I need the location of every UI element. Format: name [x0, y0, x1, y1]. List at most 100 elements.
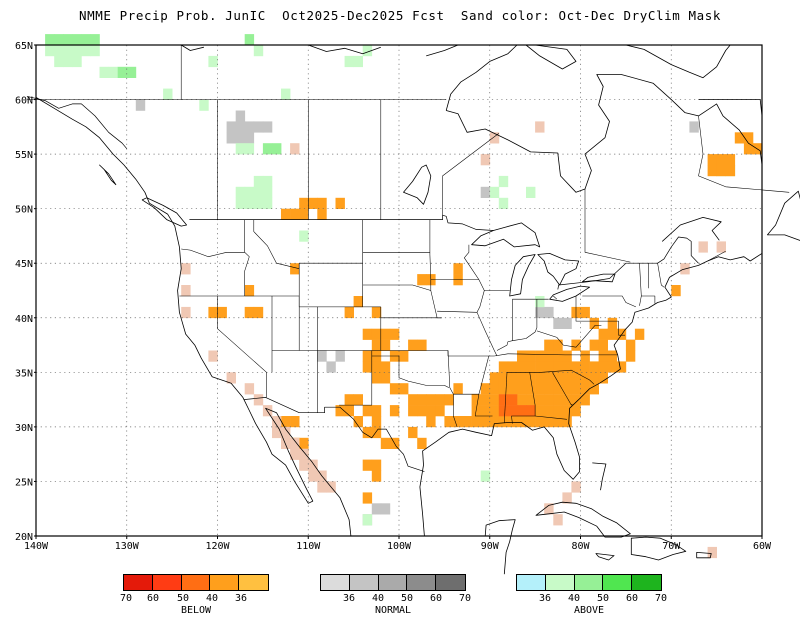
- longitude-label: 120W: [205, 541, 230, 552]
- legend-normal-tick: 36: [342, 593, 356, 604]
- normal-probability-cell: [544, 306, 554, 319]
- legend-above-tick: 40: [567, 593, 581, 604]
- below-probability-cell: [571, 372, 581, 384]
- above-probability-cell: [253, 197, 264, 209]
- below-probability-cell: [562, 405, 572, 417]
- below-probability-cell: [335, 405, 345, 417]
- below-probability-cell: [589, 317, 599, 329]
- above-probability-cell: [72, 34, 82, 46]
- below-probability-cell: [580, 361, 590, 373]
- state-border-29: [512, 299, 538, 341]
- state-border-11: [339, 350, 373, 406]
- below-probability-cell: [517, 383, 527, 395]
- below-probability-cell: [290, 416, 300, 428]
- above-probability-cell: [63, 34, 73, 46]
- below-probability-cell: [380, 339, 391, 351]
- below-probability-cell: [544, 416, 554, 428]
- below-probability-cell: [399, 383, 409, 395]
- above-probability-cell: [244, 186, 255, 198]
- mask-probability-cell: [272, 426, 282, 439]
- below-probability-cell: [426, 405, 436, 417]
- below-probability-cell: [589, 383, 599, 395]
- below-probability-cell: [625, 350, 636, 362]
- below-probability-cell: [535, 383, 545, 395]
- above-probability-cell: [90, 34, 100, 46]
- below-probability-cell: [562, 383, 572, 395]
- below-probability-cell: [417, 437, 427, 449]
- below-probability-cell: [471, 416, 481, 428]
- below-probability-cell: [444, 394, 454, 406]
- below-probability-cell: [389, 383, 400, 395]
- legend-normal-swatch: [349, 575, 379, 590]
- legend-above-swatch: [574, 575, 604, 590]
- below-probability-cell: [480, 416, 491, 428]
- latitude-label: 35N: [15, 368, 33, 379]
- mask-probability-cell: [544, 503, 554, 515]
- below-probability-cell: [507, 383, 518, 395]
- below-probability-cell: [362, 405, 373, 417]
- below-probability-cell: [244, 285, 255, 297]
- below-probability-cell: [526, 350, 536, 362]
- below-probability-cell: [535, 405, 545, 417]
- mask-probability-cell: [290, 448, 300, 460]
- below-probability-cell: [607, 317, 618, 329]
- below-probability-cell: [353, 394, 363, 406]
- normal-probability-cell: [226, 132, 236, 144]
- below-probability-cell: [353, 416, 363, 428]
- below-probability-cell: [435, 405, 445, 417]
- above-probability-cell: [54, 34, 64, 46]
- below-probability-cell: [535, 350, 545, 362]
- below-probability-cell: [544, 405, 554, 417]
- normal-probability-cell: [335, 350, 345, 362]
- normal-probability-cell: [371, 503, 382, 515]
- normal-probability-cell: [535, 306, 545, 319]
- below-probability-cell: [408, 405, 418, 417]
- below-probability-cell: [498, 361, 509, 373]
- below-probability-cell: [526, 416, 536, 428]
- below-probability-cell: [426, 416, 436, 428]
- below-probability-cell: [290, 263, 300, 275]
- cuba-coastline: [535, 501, 631, 538]
- below-probability-cell: [517, 361, 527, 373]
- state-border-27: [464, 244, 480, 280]
- below-probability-cell: [408, 426, 418, 439]
- legend-normal-tick: 70: [458, 593, 472, 604]
- below-probability-cell: [589, 372, 599, 384]
- mask-probability-cell: [489, 132, 500, 144]
- legend-normal-swatches: [320, 574, 466, 591]
- map-title: NMME Precip Prob. JunIC Oct2025-Dec2025 …: [79, 8, 721, 23]
- below-probability-cell: [634, 328, 645, 340]
- legend-below-tick: 36: [234, 593, 248, 604]
- below-probability-cell: [544, 372, 554, 384]
- latitude-label: 50N: [15, 205, 33, 216]
- below-probability-cell: [480, 383, 491, 395]
- below-probability-cell: [417, 394, 427, 406]
- arctic-coast-fragment-2: [308, 44, 381, 55]
- normal-probability-cell: [235, 121, 246, 133]
- normal-probability-cell: [480, 186, 491, 198]
- legend-below-ticks: 70 60 50 40 36: [120, 591, 269, 604]
- mask-probability-cell: [299, 448, 309, 460]
- below-probability-cell: [571, 361, 581, 373]
- state-border-41: [639, 263, 642, 306]
- below-probability-cell: [526, 394, 536, 406]
- normal-probability-cell: [244, 121, 255, 133]
- mask-probability-cell: [571, 481, 581, 493]
- below-probability-cell: [707, 154, 717, 166]
- below-probability-cell: [517, 416, 527, 428]
- above-probability-cell: [45, 45, 55, 57]
- below-probability-cell: [353, 296, 363, 308]
- state-border-37: [556, 325, 602, 348]
- below-probability-cell: [281, 208, 291, 220]
- latitude-labels: 20N 25N 30N 35N 40N 45N 50N 55N 60N 65N: [15, 41, 36, 543]
- above-probability-cell: [81, 45, 91, 57]
- below-probability-cell: [571, 394, 581, 406]
- below-probability-cell: [299, 208, 309, 220]
- legend-normal-swatch: [436, 575, 465, 590]
- below-probability-cell: [571, 405, 581, 417]
- above-probability-cell: [244, 197, 255, 209]
- above-probability-cell: [362, 45, 373, 57]
- below-probability-cell: [544, 383, 554, 395]
- mask-probability-cell: [317, 481, 327, 493]
